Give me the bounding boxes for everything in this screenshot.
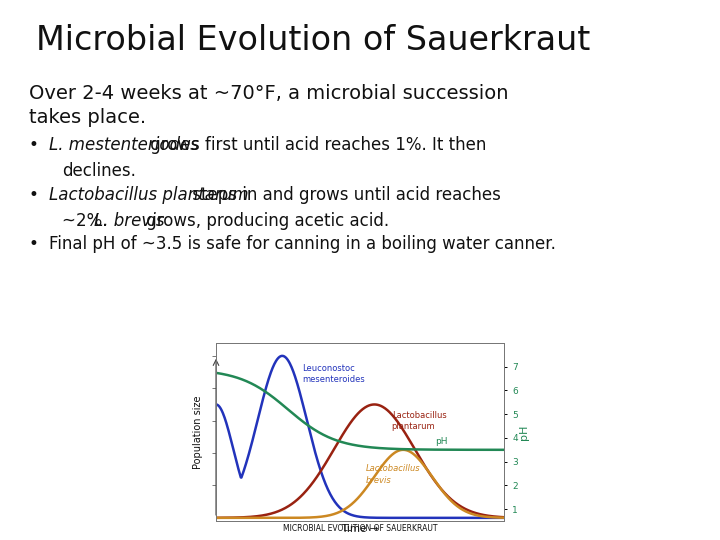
Y-axis label: pH: pH [519,424,529,440]
Text: Leuconostoc: Leuconostoc [302,364,355,373]
Text: steps in and grows until acid reaches: steps in and grows until acid reaches [187,186,501,204]
Text: grows, producing acetic acid.: grows, producing acetic acid. [141,212,390,230]
Y-axis label: Population size: Population size [193,395,203,469]
Text: plantarum: plantarum [392,422,436,431]
Text: •: • [29,136,39,154]
Text: Microbial Evolution of Sauerkraut: Microbial Evolution of Sauerkraut [36,24,590,57]
Text: L. brevis: L. brevis [94,212,164,230]
Text: brevis: brevis [366,476,392,485]
Text: mesenteroides: mesenteroides [302,375,365,384]
Text: ~2%.: ~2%. [62,212,112,230]
Text: declines.: declines. [62,162,136,180]
Text: MICROBIAL EVOLUTION OF SAUERKRAUT: MICROBIAL EVOLUTION OF SAUERKRAUT [283,524,437,533]
Text: takes place.: takes place. [29,108,146,127]
Text: •: • [29,235,39,253]
Text: •: • [29,186,39,204]
X-axis label: Time →: Time → [341,524,379,534]
Text: Lactobacillus plantarum: Lactobacillus plantarum [49,186,248,204]
Text: Over 2-4 weeks at ~70°F, a microbial succession: Over 2-4 weeks at ~70°F, a microbial suc… [29,84,508,103]
Text: pH: pH [435,437,447,446]
Text: L. mestenteriodes: L. mestenteriodes [49,136,199,154]
Text: Final pH of ~3.5 is safe for canning in a boiling water canner.: Final pH of ~3.5 is safe for canning in … [49,235,556,253]
Text: Lactobacillus: Lactobacillus [366,464,420,474]
Text: grows first until acid reaches 1%. It then: grows first until acid reaches 1%. It th… [145,136,486,154]
Text: Lactobacillus: Lactobacillus [392,411,446,420]
